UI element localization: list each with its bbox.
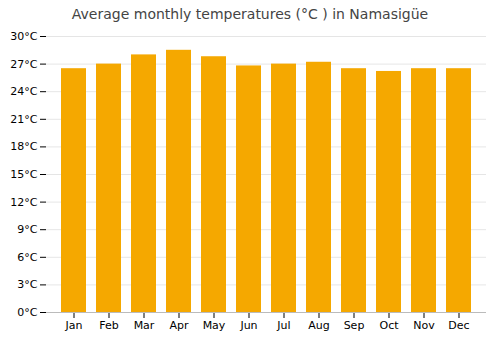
html-text:Average monthly temperatures (: Average monthly temperatures (°C ) in Na… (71, 6, 429, 22)
svg-text:Jun: Jun (239, 319, 257, 332)
svg-text:15°C: 15°C (10, 168, 37, 181)
svg-text:Aug: Aug (308, 319, 329, 332)
svg-text:Nov: Nov (413, 319, 435, 332)
svg-text:9°C: 9°C (17, 223, 37, 236)
svg-text:Dec: Dec (448, 319, 469, 332)
svg-text:27°C: 27°C (10, 58, 37, 71)
svg-text:21°C: 21°C (10, 113, 37, 126)
svg-text:Sep: Sep (344, 319, 365, 332)
svg-text:May: May (203, 319, 226, 332)
svg-text:12°C: 12°C (10, 196, 37, 209)
svg-text:Jan: Jan (65, 319, 83, 332)
svg-text:Oct: Oct (379, 319, 399, 332)
svg-text:24°C: 24°C (10, 85, 37, 98)
svg-text:Jul: Jul (276, 319, 290, 332)
svg-text:30°C: 30°C (10, 30, 37, 43)
svg-text:6°C: 6°C (17, 251, 37, 264)
svg-text:0°C: 0°C (17, 306, 37, 319)
svg-text:3°C: 3°C (17, 278, 37, 291)
svg-text:18°C: 18°C (10, 140, 37, 153)
svg-text:Feb: Feb (99, 319, 118, 332)
svg-text:Mar: Mar (134, 319, 155, 332)
svg-text:Apr: Apr (169, 319, 189, 332)
